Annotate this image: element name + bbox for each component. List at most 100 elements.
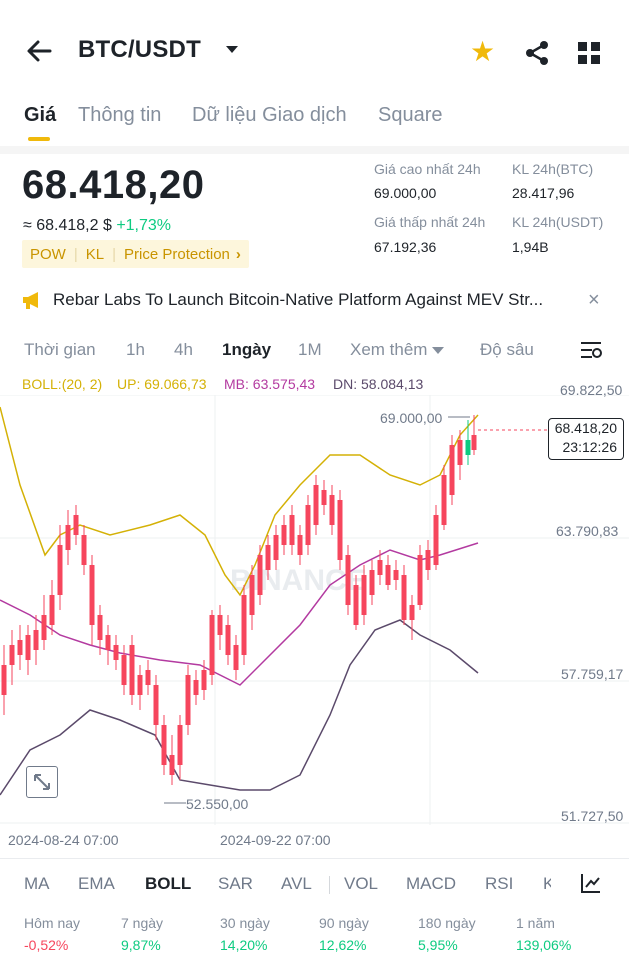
tag-kl[interactable]: KL [85, 245, 105, 263]
megaphone-icon [23, 292, 38, 309]
perf-value-7d: 9,87% [121, 937, 161, 953]
candle-body [65, 525, 71, 550]
candle-body [49, 595, 55, 625]
candle-body [209, 615, 215, 675]
chart-settings-icon[interactable] [580, 340, 602, 360]
indicator-tab-ema[interactable]: EMA [78, 874, 115, 893]
last-price: 68.418,20 [22, 163, 205, 207]
expand-chart-button[interactable] [26, 766, 58, 798]
candle-body [297, 535, 303, 555]
tab-info[interactable]: Thông tin [78, 104, 162, 126]
indicator-tab-macd[interactable]: MACD [406, 874, 457, 893]
candle-body [409, 605, 415, 620]
low-24h-label: Giá thấp nhất 24h [374, 214, 486, 230]
y-axis-label: 63.790,83 [556, 523, 619, 539]
arrow-left-icon[interactable] [24, 36, 54, 66]
star-icon[interactable]: ★ [470, 36, 496, 67]
time-tab-1m[interactable]: 1M [298, 340, 322, 359]
share-icon[interactable] [524, 40, 550, 66]
indicator-tab-avl[interactable]: AVL [281, 874, 312, 893]
chevron-down-icon[interactable] [226, 46, 238, 53]
vol-usdt-label: KL 24h(USDT) [512, 214, 604, 230]
perf-value-1y: 139,06% [516, 937, 572, 953]
indicator-tab-ma[interactable]: MA [24, 874, 50, 893]
close-icon[interactable]: × [588, 289, 600, 311]
pair-title[interactable]: BTC/USDT [78, 36, 201, 63]
candle-body [345, 555, 351, 605]
boll-middle-band [0, 542, 479, 686]
tag-price-protection[interactable]: Price Protection [124, 245, 230, 263]
candle-body [289, 515, 295, 545]
perf-label-30d: 30 ngày [220, 915, 270, 931]
candle-body [471, 435, 477, 450]
tag-bar[interactable]: POW | KL | Price Protection › [22, 240, 249, 268]
candle-body [177, 725, 183, 765]
boll-lower-band [0, 619, 479, 796]
time-tab-1h[interactable]: 1h [126, 340, 145, 359]
candle-body [321, 490, 327, 505]
approx-value: ≈ 68.418,2 $ [23, 217, 112, 234]
perf-label-1y: 1 năm [516, 915, 555, 931]
boll-up: UP: 69.066,73 [117, 376, 207, 392]
tag-pow[interactable]: POW [30, 245, 66, 263]
time-tab-1day[interactable]: 1ngày [222, 340, 272, 359]
candle-body [361, 575, 367, 615]
candle-body [97, 615, 103, 640]
news-ticker[interactable]: Rebar Labs To Launch Bitcoin-Native Plat… [53, 290, 544, 309]
more-label[interactable]: Xem thêm [350, 340, 428, 359]
high-24h-label: Giá cao nhất 24h [374, 161, 481, 177]
indicator-tab-k[interactable]: K [543, 874, 551, 893]
indicator-tab-rsi[interactable]: RSI [485, 874, 514, 893]
indicator-tab-vol[interactable]: VOL [344, 874, 379, 893]
candle-body [145, 670, 151, 685]
perf-label-today: Hôm nay [24, 915, 81, 931]
candle-body [393, 570, 399, 580]
y-axis-label: 51.727,50 [561, 808, 624, 824]
candle-body [249, 575, 255, 615]
divider [0, 858, 629, 859]
time-tab-time[interactable]: Thời gian [24, 340, 96, 359]
current-price-tag: 68.418,20 23:12:26 [548, 418, 624, 460]
indicator-tab-boll[interactable]: BOLL [145, 874, 192, 893]
active-tab-indicator [28, 137, 50, 141]
time-tab-more[interactable]: Xem thêm [350, 340, 445, 360]
candle-body [17, 640, 23, 655]
candle-body [417, 555, 423, 605]
candle-body [241, 595, 247, 655]
candle-body [113, 645, 119, 660]
tab-price[interactable]: Giá [24, 104, 57, 126]
tab-trading-data[interactable]: Dữ liệu Giao dịch [192, 104, 347, 126]
caret-down-icon[interactable] [432, 347, 445, 355]
x-axis-label: 2024-08-24 07:00 [8, 832, 119, 848]
high-24h-value: 69.000,00 [374, 185, 437, 201]
price-change: +1,73% [116, 217, 172, 234]
x-axis-label: 2024-09-22 07:00 [220, 832, 331, 848]
low-24h-value: 67.192,36 [374, 239, 437, 255]
candle-body [433, 515, 439, 565]
candle-body [377, 560, 383, 575]
time-tab-depth[interactable]: Độ sâu [480, 340, 534, 359]
candle-body [385, 565, 391, 585]
candle-body [329, 495, 335, 525]
candle-body [457, 440, 463, 465]
candle-body [225, 625, 231, 655]
candlestick-chart[interactable]: BINANCE [0, 395, 629, 825]
indicator-settings-icon[interactable] [580, 872, 602, 894]
price-approx: ≈ 68.418,2 $ +1,73% [23, 217, 171, 235]
time-tab-4h[interactable]: 4h [174, 340, 193, 359]
tab-square[interactable]: Square [378, 104, 443, 126]
candle-body [105, 635, 111, 650]
expand-icon[interactable] [27, 767, 57, 797]
candle-body [217, 615, 223, 635]
candle-body [89, 565, 95, 625]
indicator-tab-sar[interactable]: SAR [218, 874, 253, 893]
high-marker: 69.000,00 [380, 410, 443, 426]
perf-value-30d: 14,20% [220, 937, 268, 953]
boll-label: BOLL:(20, 2) [22, 376, 103, 392]
grid-icon[interactable] [578, 42, 600, 64]
candle-body [161, 725, 167, 765]
candle-body [337, 500, 343, 560]
chevron-right-icon[interactable]: › [235, 245, 241, 263]
candle-body [73, 515, 79, 535]
candle-body [121, 655, 127, 685]
